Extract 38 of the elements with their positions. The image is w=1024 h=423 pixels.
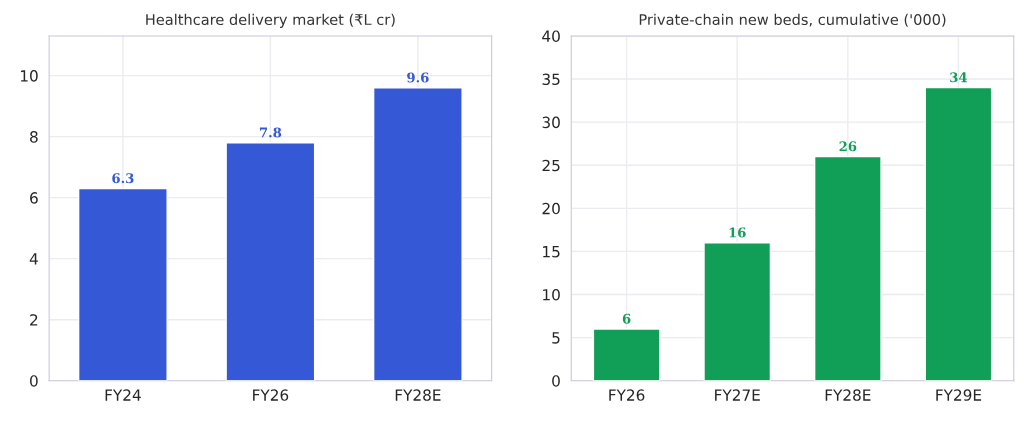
data-label: 6 <box>622 313 631 324</box>
data-label: 34 <box>950 72 968 83</box>
data-label: 9.6 <box>407 72 429 83</box>
x-tick-label: FY28E <box>825 389 871 401</box>
y-tick-label: 25 <box>542 159 560 172</box>
y-tick-label: 0 <box>552 375 560 387</box>
x-tick-label: FY27E <box>715 389 760 401</box>
bar <box>813 155 882 381</box>
y-tick-label: 6 <box>30 192 38 204</box>
y-tick-label: 0 <box>30 375 38 387</box>
y-tick-label: 4 <box>29 253 38 265</box>
chart-title: Healthcare delivery market (₹L cr) <box>146 13 395 28</box>
bar <box>77 187 168 381</box>
y-tick-label: 5 <box>552 332 560 344</box>
data-label: 7.8 <box>259 127 282 138</box>
x-tick-label: FY29E <box>936 389 982 401</box>
bar <box>703 242 772 381</box>
y-tick-label: 15 <box>543 246 560 258</box>
data-label: 26 <box>839 141 857 152</box>
bar <box>592 328 661 381</box>
x-tick-label: FY28E <box>395 389 441 401</box>
y-tick-label: 8 <box>30 131 38 143</box>
bar <box>924 86 993 381</box>
x-tick-label: FY24 <box>105 389 141 401</box>
x-tick-label: FY26 <box>253 389 289 401</box>
x-tick-label: FY26 <box>609 389 645 401</box>
y-tick-label: 20 <box>542 202 560 215</box>
y-tick-label: 30 <box>542 116 560 129</box>
y-tick-label: 10 <box>20 70 38 82</box>
chart-title: Private-chain new beds, cumulative ('000) <box>639 13 946 27</box>
y-tick-label: 40 <box>542 30 560 42</box>
y-tick-label: 2 <box>30 314 38 326</box>
data-label: 6.3 <box>112 173 134 184</box>
y-tick-label: 35 <box>542 73 560 86</box>
bar <box>372 87 463 381</box>
data-label: 16 <box>729 227 746 238</box>
bar <box>225 142 316 381</box>
y-tick-label: 10 <box>543 288 560 301</box>
